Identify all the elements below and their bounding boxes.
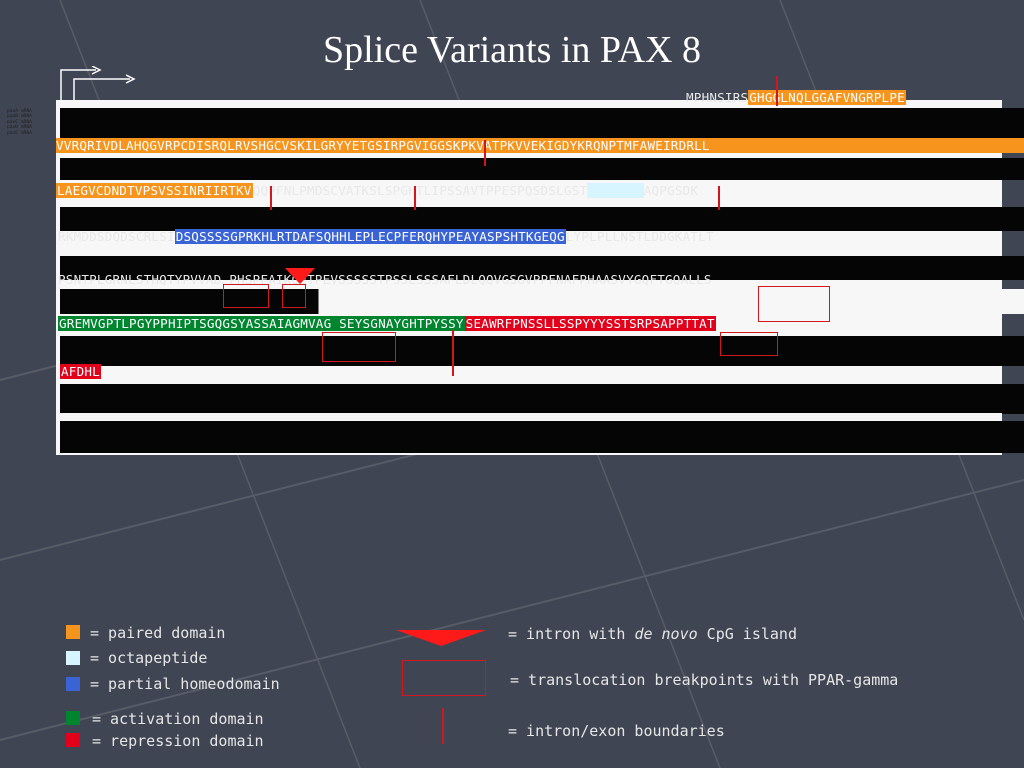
protein-line-6: GREMVGPTLPGYPPHIPTSGQGSYASSAIAGMVAG SEYS… (58, 316, 716, 331)
legend-activation-domain: = activation domain (92, 710, 264, 728)
protein-line-4: RKMDDSDQDSCRLSIDSQSSSSGPRKHLRTDAFSQHHLEP… (58, 229, 714, 244)
intron-exon-boundary-marker (718, 186, 720, 210)
legend-repression-domain: = repression domain (92, 732, 264, 750)
legend-cpg-text-end: CpG island (697, 625, 797, 643)
alignment-block-5 (60, 289, 1024, 314)
legend-cpg-italic: de novo (634, 625, 698, 643)
legend-paired-domain: = paired domain (90, 624, 226, 642)
protein-line-3: LAEGVCDNDTVPSVSSINRIIRTKVQQPFNLPMDSCVATK… (56, 183, 698, 198)
sequence-name: paxA mRNA (7, 109, 32, 114)
activation-domain-swatch (66, 711, 80, 725)
protein-segment-plain: RKMDDSDQDSCRLSI (58, 229, 175, 244)
protein-segment-plain: LYPLPLLNSTLDDGKATLT (565, 229, 714, 244)
paired-domain-swatch (66, 625, 80, 639)
intron-exon-boundary-marker (776, 76, 778, 106)
legend-intron-exon-boundaries: = intron/exon boundaries (508, 722, 725, 740)
translocation-breakpoint-box (720, 332, 778, 356)
paired-domain-segment: GHGGLNQLGGAFVNGRPLPE (748, 90, 906, 105)
sequence-name-list: paxA mRNA paxB mRNA paxC mRNA paxD mRNA … (7, 109, 61, 136)
translocation-breakpoint-box (282, 284, 306, 308)
alignment-block-1 (60, 108, 1024, 138)
transcription-start-arrows-icon (60, 66, 136, 104)
protein-line-7: AFDHL (60, 364, 101, 379)
legend-translocation: = translocation breakpoints with PPAR-ga… (510, 671, 899, 689)
cpg-island-intron-marker-icon (285, 268, 315, 284)
page-title: Splice Variants in PAX 8 (323, 29, 701, 71)
alignment-block-3 (60, 207, 1024, 231)
alignment-block-4 (60, 256, 1024, 280)
legend-cpg-text: = intron with (508, 625, 635, 643)
alignment-block-7 (60, 384, 1024, 414)
alignment-block-9 (60, 421, 1024, 453)
sequence-name: paxD mRNA (7, 125, 32, 131)
repression-domain-segment: SEAWRFPNSSLLSSPYYYSSTSRPSAPPTTAT (464, 316, 716, 331)
translocation-breakpoint-box (322, 332, 396, 362)
translocation-breakpoint-box (758, 286, 830, 322)
paired-domain-segment-end: LAEGVCDNDTVPSVSSINRIIRTKV (56, 183, 253, 198)
repression-domain-segment-end: AFDHL (60, 364, 101, 379)
legend-octapeptide: = octapeptide (90, 649, 208, 667)
protein-segment-plain: AQPGSDK (643, 183, 699, 198)
sequence-name: paxB mRNA (7, 114, 32, 120)
repression-domain-swatch (66, 733, 80, 747)
translocation-legend-box (402, 660, 486, 696)
cpg-island-legend-icon (396, 630, 486, 646)
protein-line-5: PSNTPLGRNLSTHQTYPVVAD PHSPFAIKQETPEVSSSS… (58, 272, 712, 287)
alignment-block-6 (60, 336, 1024, 366)
protein-line-1: MPHNSIRSGHGGLNQLGGAFVNGRPLPE (686, 90, 906, 105)
sequence-name: paxC mRNA (7, 119, 32, 125)
homeodomain-swatch (66, 677, 80, 691)
octapeptide-swatch (66, 651, 80, 665)
alignment-panel-lower (56, 413, 1024, 455)
boundary-legend-line (442, 708, 444, 744)
legend-homeodomain: = partial homeodomain (90, 675, 280, 693)
octapeptide-segment: YSINGLL (587, 183, 644, 198)
intron-exon-boundary-marker (452, 330, 454, 376)
homeodomain-segment: DSQSSSSGPRKHLRTDAFSQHHLEPLECPFERQHYPEAYA… (174, 229, 566, 244)
intron-exon-boundary-marker (414, 186, 416, 210)
sequence-name: paxE mRNA (7, 130, 32, 136)
activation-domain-segment: GREMVGPTLPGYPPHIPTSGQGSYASSAIAGMVAG SEYS… (58, 316, 465, 331)
protein-segment-plain: MPHNSIRS (686, 90, 749, 105)
translocation-breakpoint-box (223, 284, 269, 308)
intron-exon-boundary-marker (270, 186, 272, 210)
paired-domain-line: VVRQRIVDLAHQGVRPCDISRQLRVSHGCVSKILGRYYET… (56, 138, 1024, 153)
legend-cpg-island: = intron with de novo CpG island (508, 625, 797, 643)
sequence-alignment-panel (56, 100, 1024, 440)
alignment-block-2 (60, 158, 1024, 180)
protein-segment-plain: QQPFNLPMDSCVATKSLSPGHTLIPSSAVTPPESPQSDSL… (252, 183, 588, 198)
intron-exon-boundary-marker (484, 140, 486, 166)
